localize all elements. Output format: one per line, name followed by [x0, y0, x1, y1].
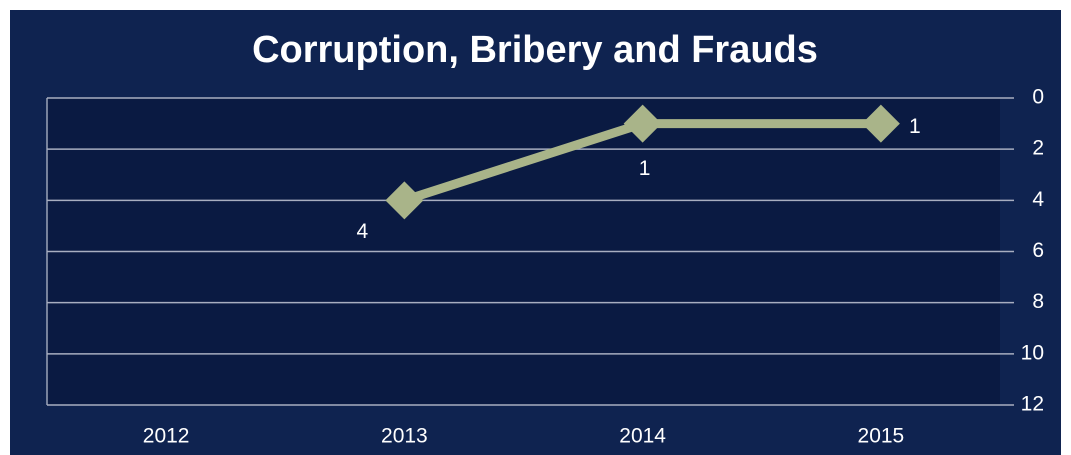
- x-tick-label: 2013: [381, 425, 428, 448]
- marker: [861, 104, 900, 143]
- y-tick-label: 4: [1032, 188, 1044, 211]
- x-tick-label: 2015: [858, 425, 905, 448]
- data-label: 1: [909, 115, 921, 138]
- y-tick-label: 8: [1032, 290, 1044, 313]
- data-label: 1: [639, 157, 651, 180]
- y-tick-label: 0: [1032, 86, 1044, 109]
- y-tick-label: 10: [1021, 341, 1044, 364]
- x-tick-label: 2014: [619, 425, 666, 448]
- y-tick-label: 6: [1032, 239, 1044, 262]
- marker: [623, 104, 662, 143]
- x-tick-label: 2012: [143, 425, 190, 448]
- data-label: 4: [357, 220, 369, 243]
- chart-title: Corruption, Bribery and Frauds: [252, 29, 818, 71]
- y-tick-label: 12: [1021, 393, 1044, 416]
- y-tick-label: 2: [1032, 137, 1044, 160]
- marker: [385, 181, 424, 220]
